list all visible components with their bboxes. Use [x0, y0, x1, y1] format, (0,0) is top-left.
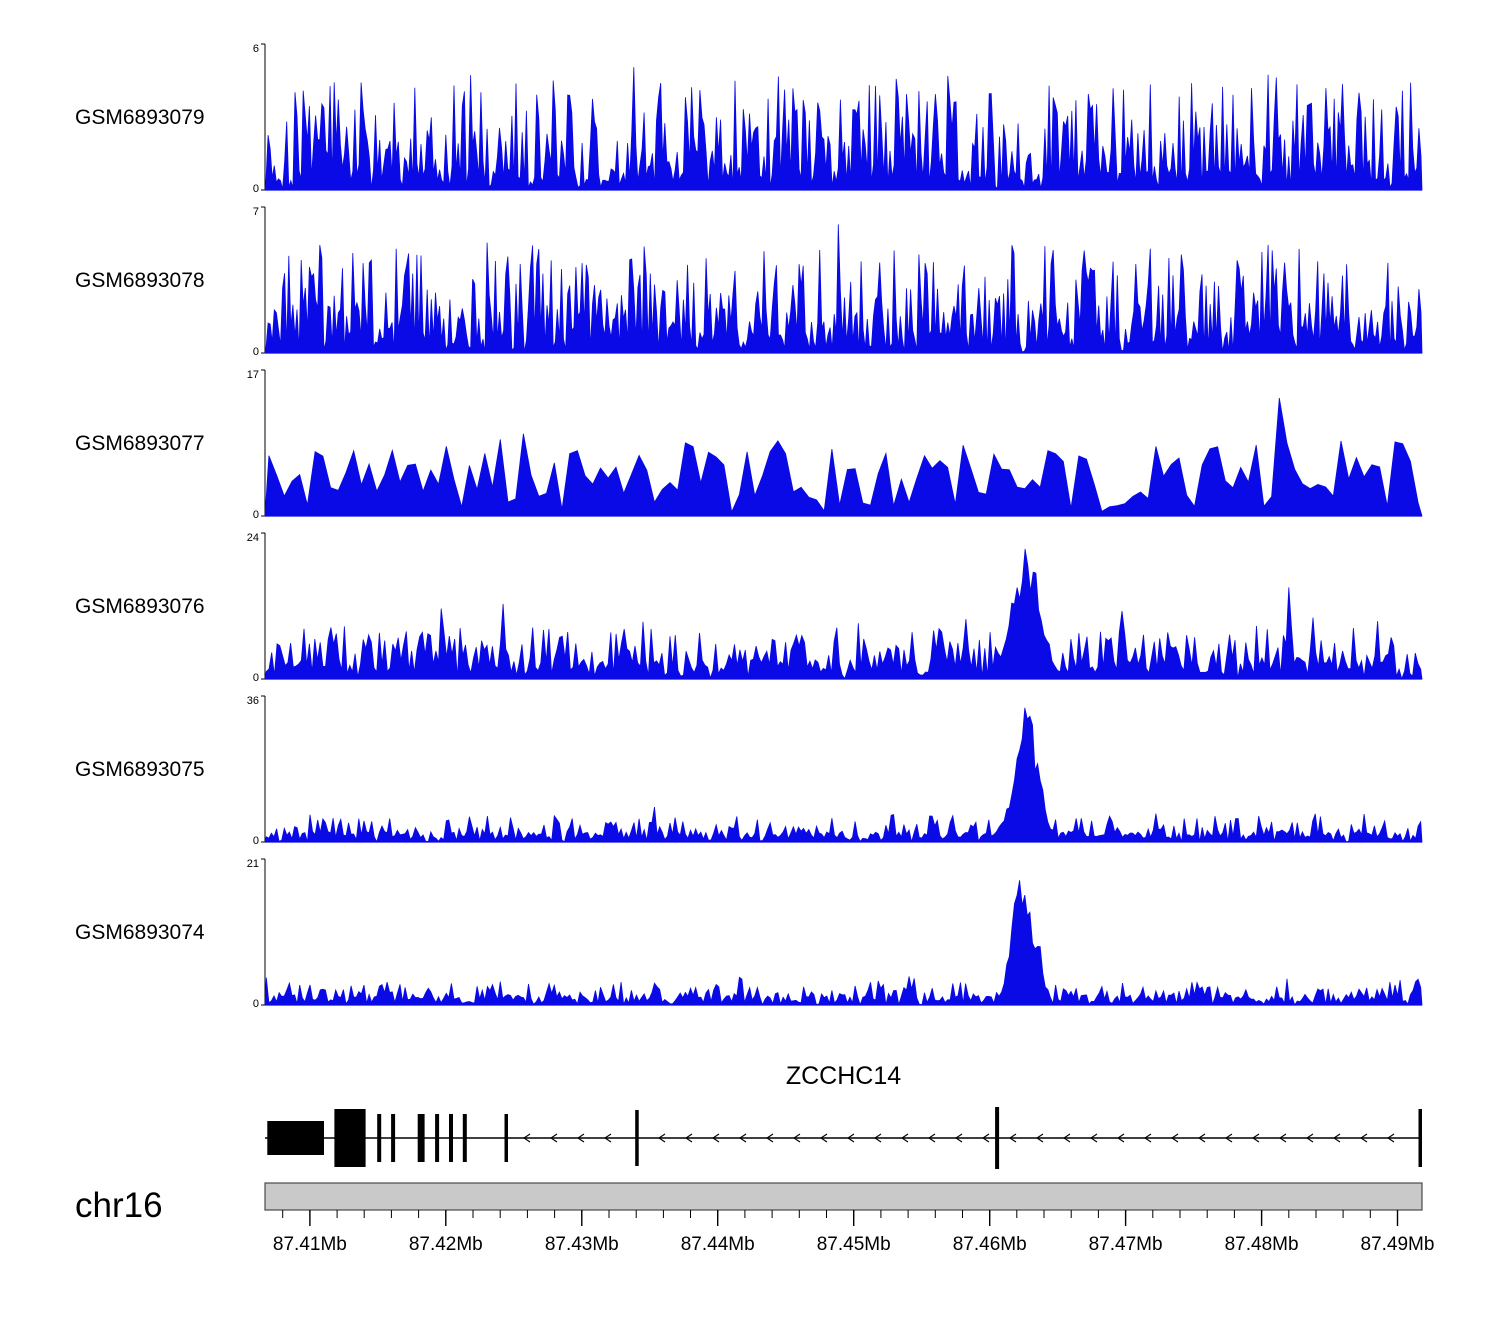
track-label: GSM6893074 [75, 921, 205, 944]
strand-arrow-icon [1171, 1133, 1179, 1143]
coverage-plot: 24 0 [247, 532, 1423, 684]
gene-exon [635, 1110, 639, 1166]
y-axis-zero-label: 0 [253, 835, 259, 847]
y-axis-max-label: 7 [253, 206, 259, 218]
strand-arrow-icon [1144, 1133, 1152, 1143]
y-axis-max-label: 24 [247, 532, 259, 544]
strand-arrow-icon [1333, 1133, 1341, 1143]
strand-arrow-icon [604, 1133, 612, 1143]
gene-exon [267, 1121, 324, 1155]
coverage-plot: 21 0 [247, 858, 1423, 1010]
y-axis-zero-label: 0 [253, 672, 259, 684]
track-label: GSM6893078 [75, 269, 205, 292]
y-axis-zero-label: 0 [253, 183, 259, 195]
strand-arrow-icon [1117, 1133, 1125, 1143]
coverage-track: GSM6893077 17 0 [0, 368, 1500, 521]
strand-arrow-icon [1360, 1133, 1368, 1143]
coverage-signal-area [264, 707, 1423, 843]
gene-exon [435, 1114, 440, 1162]
strand-arrow-icon [901, 1133, 909, 1143]
strand-arrow-icon [712, 1133, 720, 1143]
genome-axis-ruler: 87.41Mb 87.42Mb 87.43Mb 87.44Mb 87.45Mb 87.46… [264, 1182, 1434, 1255]
coverage-signal-area [264, 880, 1423, 1006]
coverage-signal-area [264, 548, 1423, 681]
track-label: GSM6893077 [75, 432, 205, 455]
strand-arrow-icon [928, 1133, 936, 1143]
strand-arrow-icon [955, 1133, 963, 1143]
axis-tick-label: 87.44Mb [681, 1234, 755, 1255]
strand-arrow-icon [1009, 1133, 1017, 1143]
axis-tick-label: 87.47Mb [1089, 1234, 1163, 1255]
strand-arrow-icon [550, 1133, 558, 1143]
strand-arrow-icon [1225, 1133, 1233, 1143]
axis-tick-label: 87.48Mb [1225, 1234, 1299, 1255]
strand-arrow-icon [1090, 1133, 1098, 1143]
strand-arrow-icon [766, 1133, 774, 1143]
coverage-signal-area [264, 224, 1423, 354]
coverage-track: GSM6893078 7 0 [0, 205, 1500, 358]
gene-exon [462, 1114, 467, 1162]
strand-arrow-icon [1387, 1133, 1395, 1143]
gene-exon [449, 1114, 453, 1162]
y-axis-zero-label: 0 [253, 346, 259, 358]
gene-model-track [265, 1107, 1422, 1169]
coverage-plot: 70 [253, 206, 1423, 358]
gene-exon [391, 1114, 396, 1162]
coverage-plot: 60 [253, 43, 1423, 195]
y-axis-max-label: 36 [247, 695, 259, 707]
strand-arrow-icon [1198, 1133, 1206, 1143]
axis-tick-label: 87.41Mb [273, 1234, 347, 1255]
gene-name: ZCCHC14 [785, 1062, 902, 1090]
strand-arrow-icon [1279, 1133, 1287, 1143]
y-axis-max-label: 6 [253, 43, 259, 55]
y-axis-max-label: 21 [247, 858, 259, 870]
strand-arrow-icon [658, 1133, 666, 1143]
coverage-plot: 17 0 [247, 369, 1423, 521]
gene-exon [334, 1109, 366, 1167]
strand-arrow-icon [1306, 1133, 1314, 1143]
coverage-track: GSM6893079 6 0 [0, 42, 1500, 195]
track-label: GSM6893079 [75, 106, 205, 129]
strand-arrow-icon [1063, 1133, 1071, 1143]
axis-tick-label: 87.42Mb [409, 1234, 483, 1255]
coverage-track: GSM6893074 21 0 [0, 857, 1500, 1010]
y-axis-zero-label: 0 [253, 998, 259, 1010]
gene-exon [417, 1114, 425, 1162]
coverage-track: GSM6893076 24 0 [0, 531, 1500, 684]
strand-arrow-icon [820, 1133, 828, 1143]
strand-arrow-icon [523, 1133, 531, 1143]
coverage-signal-area [264, 397, 1423, 517]
gene-exon [1418, 1109, 1422, 1167]
axis-tick-label: 87.46Mb [953, 1234, 1027, 1255]
y-axis-zero-label: 0 [253, 509, 259, 521]
strand-arrow-icon [1036, 1133, 1044, 1143]
chromosome-ideogram-bar [264, 1182, 1423, 1211]
coverage-plot: 36 0 [247, 695, 1423, 847]
track-label: GSM6893076 [75, 595, 205, 618]
axis-tick-label: 87.43Mb [545, 1234, 619, 1255]
strand-arrow-icon [847, 1133, 855, 1143]
gene-exon [995, 1107, 1000, 1169]
coverage-track: GSM6893075 36 0 [0, 694, 1500, 847]
axis-tick-label: 87.45Mb [817, 1234, 891, 1255]
y-axis-max-label: 17 [247, 369, 259, 381]
gene-exon [504, 1114, 508, 1162]
strand-arrow-icon [1252, 1133, 1260, 1143]
strand-arrow-icon [685, 1133, 693, 1143]
coverage-signal-area [264, 67, 1423, 191]
strand-arrow-icon [793, 1133, 801, 1143]
track-label: GSM6893075 [75, 758, 205, 781]
axis-tick-label: 87.49Mb [1361, 1234, 1435, 1255]
strand-arrow-icon [577, 1133, 585, 1143]
strand-arrow-icon [982, 1133, 990, 1143]
strand-arrow-icon [874, 1133, 882, 1143]
gene-exon [377, 1114, 382, 1162]
strand-arrow-icon [739, 1133, 747, 1143]
chromosome-label: chr16 [75, 1186, 163, 1225]
